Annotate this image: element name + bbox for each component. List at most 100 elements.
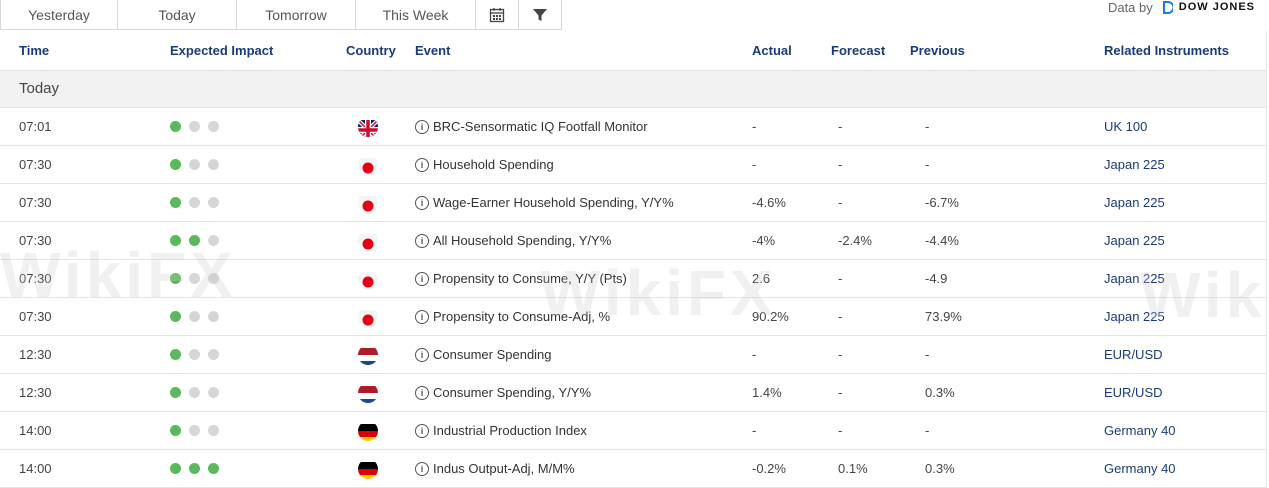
table-row[interactable]: 07:30 i Propensity to Consume-Adj, % 90.2% -…: [0, 298, 1266, 336]
forecast-value: -: [838, 271, 843, 286]
impact-dot: [189, 311, 200, 322]
col-time[interactable]: Time: [19, 43, 50, 58]
event-name-link[interactable]: i Propensity to Consume-Adj, %: [415, 298, 610, 335]
related-instrument-link[interactable]: Japan 225: [1104, 195, 1165, 210]
col-country[interactable]: Country: [346, 43, 396, 58]
forecast-value: -: [838, 195, 843, 210]
col-previous[interactable]: Previous: [910, 43, 965, 58]
impact-dot: [170, 425, 181, 436]
table-row[interactable]: 07:01 i BRC-Sensormatic IQ Footfall Monito…: [0, 108, 1266, 146]
table-row[interactable]: 14:00 i Industrial Production Index - - - Germ…: [0, 412, 1266, 450]
impact-indicator: [170, 374, 219, 411]
info-icon[interactable]: i: [415, 423, 429, 438]
col-expected-impact[interactable]: Expected Impact: [170, 43, 274, 58]
impact-dot: [208, 349, 219, 360]
actual-value: 90.2%: [752, 309, 789, 324]
event-name-link[interactable]: i BRC-Sensormatic IQ Footfall Monitor: [415, 108, 648, 145]
impact-dot: [208, 463, 219, 474]
impact-dot: [208, 235, 219, 246]
table-row[interactable]: 14:00 i Indus Output-Adj, M/M% -0.2% 0.1% 0.3…: [0, 450, 1266, 488]
impact-dot: [208, 387, 219, 398]
col-event[interactable]: Event: [415, 43, 451, 58]
date-tabs: Yesterday Today Tomorrow This Week: [0, 0, 562, 31]
event-name-link[interactable]: i Household Spending: [415, 146, 554, 183]
event-time: 07:01: [19, 119, 52, 134]
tab-today[interactable]: Today: [118, 0, 237, 30]
impact-dot: [170, 273, 181, 284]
event-name-link[interactable]: i Consumer Spending, Y/Y%: [415, 374, 591, 411]
info-icon[interactable]: i: [415, 119, 429, 134]
table-row[interactable]: 07:30 i Household Spending - - - Japan 225: [0, 146, 1266, 184]
actual-value: -: [752, 347, 757, 362]
previous-value: -6.7%: [925, 195, 959, 210]
impact-indicator: [170, 336, 219, 373]
info-icon[interactable]: i: [415, 271, 429, 286]
related-instrument-link[interactable]: UK 100: [1104, 119, 1148, 134]
related-instrument-link[interactable]: Germany 40: [1104, 461, 1176, 476]
related-instrument-link[interactable]: Germany 40: [1104, 423, 1176, 438]
tab-tomorrow[interactable]: Tomorrow: [237, 0, 356, 30]
related-instrument-link[interactable]: Japan 225: [1104, 271, 1165, 286]
related-instrument-link[interactable]: EUR/USD: [1104, 347, 1163, 362]
event-name: Industrial Production Index: [433, 423, 587, 438]
info-icon[interactable]: i: [415, 195, 429, 210]
event-name-link[interactable]: i Industrial Production Index: [415, 412, 587, 449]
related-instrument-link[interactable]: Japan 225: [1104, 309, 1165, 324]
event-name-link[interactable]: i Indus Output-Adj, M/M%: [415, 450, 575, 487]
forecast-value: -: [838, 119, 843, 134]
event-time: 07:30: [19, 233, 52, 248]
info-icon[interactable]: i: [415, 309, 429, 324]
event-time: 14:00: [19, 461, 52, 476]
table-row[interactable]: 07:30 i Propensity to Consume, Y/Y (Pts) 2.…: [0, 260, 1266, 298]
info-icon[interactable]: i: [415, 233, 429, 248]
table-row[interactable]: 12:30 i Consumer Spending - - - EUR/USD: [0, 336, 1266, 374]
impact-indicator: [170, 450, 219, 487]
japan-flag-icon: [358, 307, 378, 327]
related-instrument-link[interactable]: Japan 225: [1104, 157, 1165, 172]
forecast-value: -: [838, 347, 843, 362]
previous-value: -: [925, 347, 930, 362]
forecast-value: -: [838, 385, 843, 400]
table-body: 07:01 i BRC-Sensormatic IQ Footfall Monito…: [0, 108, 1266, 488]
event-name: Consumer Spending, Y/Y%: [433, 385, 592, 400]
impact-dot: [170, 235, 181, 246]
top-bar: Yesterday Today Tomorrow This Week Data …: [0, 0, 1269, 31]
tab-this-week[interactable]: This Week: [356, 0, 476, 30]
actual-value: 1.4%: [752, 385, 782, 400]
previous-value: -4.9: [925, 271, 948, 286]
info-icon[interactable]: i: [415, 157, 429, 172]
tab-yesterday[interactable]: Yesterday: [0, 0, 118, 30]
table-row[interactable]: 07:30 i Wage-Earner Household Spending, Y/…: [0, 184, 1266, 222]
actual-value: -4.6%: [752, 195, 786, 210]
col-forecast[interactable]: Forecast: [831, 43, 886, 58]
event-name-link[interactable]: i All Household Spending, Y/Y%: [415, 222, 611, 259]
event-time: 12:30: [19, 385, 52, 400]
col-actual[interactable]: Actual: [752, 43, 792, 58]
event-name-link[interactable]: i Propensity to Consume, Y/Y (Pts): [415, 260, 627, 297]
actual-value: 2.6: [752, 271, 771, 286]
event-name-link[interactable]: i Wage-Earner Household Spending, Y/Y%: [415, 184, 674, 221]
table-row[interactable]: 12:30 i Consumer Spending, Y/Y% 1.4% - 0.3% EU…: [0, 374, 1266, 412]
related-instrument-link[interactable]: Japan 225: [1104, 233, 1165, 248]
japan-flag-icon: [358, 193, 378, 213]
col-related-instruments[interactable]: Related Instruments: [1104, 43, 1229, 58]
data-by-label: Data by: [1107, 0, 1153, 15]
impact-indicator: [170, 108, 219, 145]
impact-indicator: [170, 184, 219, 221]
related-instrument-link[interactable]: EUR/USD: [1104, 385, 1163, 400]
filter-button[interactable]: [519, 0, 562, 30]
table-row[interactable]: 07:30 i All Household Spending, Y/Y% -4% -2.…: [0, 222, 1266, 260]
impact-dot: [170, 463, 181, 474]
previous-value: 0.3%: [925, 385, 955, 400]
uk-flag-icon: [358, 117, 378, 137]
info-icon[interactable]: i: [415, 461, 429, 476]
impact-dot: [189, 387, 200, 398]
impact-dot: [189, 235, 200, 246]
actual-value: -: [752, 119, 757, 134]
calendar-button[interactable]: [476, 0, 519, 30]
event-name-link[interactable]: i Consumer Spending: [415, 336, 552, 373]
impact-dot: [189, 463, 200, 474]
info-icon[interactable]: i: [415, 385, 429, 400]
info-icon[interactable]: i: [415, 347, 429, 362]
previous-value: -4.4%: [925, 233, 959, 248]
